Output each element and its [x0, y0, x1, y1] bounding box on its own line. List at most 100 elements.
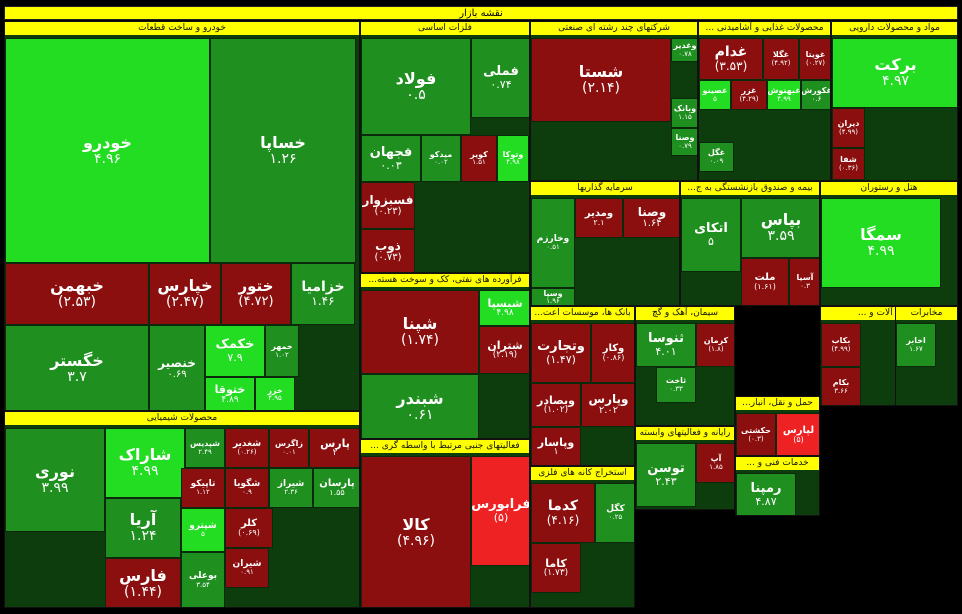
stock-tile[interactable]: غگلا (۴.۹۲) [763, 38, 799, 80]
stock-tile[interactable]: فملی ۰.۷۴ [471, 38, 529, 118]
sector-header[interactable]: محصولات شیمیایی [5, 412, 359, 425]
stock-tile[interactable]: وکار (۰.۸۶) [591, 323, 634, 383]
stock-tile[interactable]: شیراز ۲.۳۶ [269, 468, 313, 508]
stock-tile[interactable]: بوعلی ۳.۵۴ [181, 552, 225, 607]
stock-tile[interactable]: لپارس (۵) [776, 413, 819, 455]
stock-tile[interactable]: برکت ۴.۹۷ [832, 38, 957, 108]
stock-tile[interactable]: غبهنوش ۴.۹۹ [767, 80, 801, 110]
stock-tile[interactable]: فرابورس (۵) [471, 456, 529, 566]
stock-tile[interactable]: ملت (۱.۶۱) [741, 258, 789, 305]
stock-tile[interactable]: شغدیر (۰.۲۶) [225, 428, 269, 468]
stock-tile[interactable]: وسپا ۱.۹۶ [531, 288, 575, 305]
sector-header[interactable]: هتل و رستوران [821, 182, 957, 195]
stock-tile[interactable]: ختور (۴.۷۲) [221, 263, 291, 325]
stock-tile[interactable]: غزر (۴.۲۹) [731, 80, 767, 110]
stock-tile[interactable]: بکام ۳.۶۶ [821, 367, 861, 405]
stock-tile[interactable]: ومدیر ۲.۱ [575, 198, 623, 238]
stock-tile[interactable]: غویتا (۰.۲۷) [799, 38, 830, 80]
stock-tile[interactable]: حکشتی (۰.۳) [736, 413, 776, 455]
sector-header[interactable]: فلزات اساسی [361, 22, 529, 35]
stock-tile[interactable]: شپدیس ۲.۴۹ [185, 428, 225, 468]
stock-tile[interactable]: وپاسار ۱ [531, 427, 581, 465]
sector-header[interactable]: حمل و نقل، انبار... [736, 397, 819, 410]
stock-tile[interactable]: آسیا ۰.۳ [789, 258, 819, 305]
sector-header[interactable]: رایانه و فعالیتهای وابسته [636, 427, 734, 440]
stock-tile[interactable]: غکورش ۰.۶ [801, 80, 830, 110]
sector-header[interactable]: فعالیتهای جنبی مرتبط با واسطه گری ... [361, 440, 529, 453]
stock-tile[interactable]: بکاب (۴.۹۹) [821, 323, 861, 367]
stock-tile[interactable]: خگستر ۳.۷ [5, 325, 149, 410]
stock-tile[interactable]: وتوکا ۴.۹۸ [497, 135, 529, 182]
stock-tile[interactable]: وخارزم ۰.۵۱ [531, 198, 575, 288]
stock-tile[interactable]: خمهر ۱.۰۲ [265, 325, 299, 377]
stock-tile[interactable]: وبصادر (۱.۰۲) [531, 383, 581, 427]
stock-tile[interactable]: غگل ۰.۰۹ [699, 142, 734, 172]
stock-tile[interactable]: ثاخت ۰.۳۳ [656, 367, 696, 403]
stock-tile[interactable]: آریا ۱.۲۴ [105, 498, 181, 558]
sector-header[interactable]: خدمات فنی و ... [736, 457, 819, 470]
stock-tile[interactable]: اخابر ۱.۶۷ [896, 323, 936, 367]
stock-tile[interactable]: کاما (۱.۷۳) [531, 543, 581, 593]
stock-tile[interactable]: شتران (۲.۱۹) [479, 326, 529, 374]
stock-tile[interactable]: میدکو ۰.۰۲ [421, 135, 461, 182]
stock-tile[interactable]: شفا (۰.۳۶) [832, 148, 865, 180]
stock-tile[interactable]: خکمک ۷.۹ [205, 325, 265, 377]
sector-header[interactable]: خودرو و ساخت قطعات [5, 22, 359, 35]
stock-tile[interactable]: خزامیا ۱.۴۶ [291, 263, 355, 325]
sector-header[interactable]: سیمان، آهک و گچ [636, 307, 734, 320]
stock-tile[interactable]: زاگرس ۰.۰۱ [269, 428, 309, 468]
stock-tile[interactable]: خپارس (۲.۴۷) [149, 263, 221, 325]
stock-tile[interactable]: وتجارت (۱.۴۷) [531, 323, 591, 383]
stock-tile[interactable]: کدما (۴.۱۶) [531, 483, 595, 543]
stock-tile[interactable]: توسن ۲.۴۳ [636, 443, 696, 507]
stock-tile[interactable]: شبسپا ۴.۹۸ [479, 290, 529, 326]
sector-header[interactable]: استخراج کانه های فلزی [531, 467, 634, 480]
stock-tile[interactable]: خبهمن (۲.۵۳) [5, 263, 149, 325]
stock-tile[interactable]: شستا (۲.۱۴) [531, 38, 671, 122]
stock-tile[interactable]: فولاد ۰.۵ [361, 38, 471, 135]
stock-tile[interactable]: ختوقا ۴.۸۹ [205, 377, 255, 410]
stock-tile[interactable]: دیران (۴.۹۹) [832, 108, 865, 148]
stock-tile[interactable]: نوری ۳.۹۹ [5, 428, 105, 532]
stock-tile[interactable]: اتکای ۵ [681, 198, 741, 272]
stock-tile[interactable]: شیران ۰.۹۱ [225, 548, 269, 588]
stock-tile[interactable]: وغدیر ۰.۷۸ [671, 38, 697, 62]
stock-tile[interactable]: وبانک ۱.۱۵ [671, 98, 697, 128]
stock-tile[interactable]: غصینو ۵ [699, 80, 731, 110]
stock-tile[interactable]: آپ ۱.۸۵ [696, 443, 734, 483]
stock-tile[interactable]: فسبزوار (۰.۲۳) [361, 182, 415, 229]
sector-header[interactable]: محصولات غذایی و آشامیدنی ... [699, 22, 830, 35]
stock-tile[interactable]: شبندر ۰.۶۱ [361, 374, 479, 438]
stock-tile[interactable]: کرمان (۱.۸) [696, 323, 734, 367]
stock-tile[interactable]: فارس (۱.۴۴) [105, 558, 181, 607]
stock-tile[interactable]: فجهان ۰.۰۳ [361, 135, 421, 182]
sector-header[interactable]: بانک ها، موسسات اعت... [531, 307, 634, 320]
stock-tile[interactable]: بپاس ۳.۵۹ [741, 198, 819, 258]
stock-tile[interactable]: خساپا ۱.۲۶ [210, 38, 356, 263]
stock-tile[interactable]: وصنا ۱.۶۴ [623, 198, 679, 238]
stock-tile[interactable]: پارسان ۱.۵۵ [313, 468, 359, 508]
sector-header[interactable]: شرکتهای چند رشته ای صنعتی [531, 22, 697, 35]
stock-tile[interactable]: کلر (۰.۶۹) [225, 508, 273, 548]
stock-tile[interactable]: شپنا (۱.۷۴) [361, 290, 479, 374]
stock-tile[interactable]: شپترو ۵ [181, 508, 225, 552]
sector-header[interactable]: بیمه و صندوق بازنشستگی به ج... [681, 182, 819, 195]
stock-tile[interactable]: کویر ۱.۵۱ [461, 135, 497, 182]
stock-tile[interactable]: وپارس ۲.۰۲ [581, 383, 634, 427]
stock-tile[interactable]: ثنوسا ۴.۰۱ [636, 323, 696, 367]
stock-tile[interactable]: ذوب (۰.۷۳) [361, 229, 415, 272]
stock-tile[interactable]: خنصیر ۰.۶۹ [149, 325, 205, 410]
stock-tile[interactable]: وصنا ۰.۷۹ [671, 128, 697, 156]
stock-tile[interactable]: کالا (۴.۹۶) [361, 456, 471, 607]
stock-tile[interactable]: کگل ۰.۲۵ [595, 483, 634, 543]
stock-tile[interactable]: سمگا ۴.۹۹ [821, 198, 941, 288]
sector-header[interactable]: سرمایه گذاریها [531, 182, 679, 195]
stock-tile[interactable]: خودرو ۴.۹۶ [5, 38, 210, 263]
sector-header[interactable]: فرآورده های نفتی، کک و سوخت هسته... [361, 274, 529, 287]
stock-tile[interactable]: خزر ۴.۹۵ [255, 377, 295, 410]
stock-tile[interactable]: پارس ۲ [309, 428, 359, 468]
sector-header[interactable]: مخابرات [896, 307, 957, 320]
stock-tile[interactable]: تاپیکو ۱.۱۲ [181, 468, 225, 508]
stock-tile[interactable]: شاراک ۴.۹۹ [105, 428, 185, 498]
sector-header[interactable]: مواد و محصولات دارویی [832, 22, 957, 35]
